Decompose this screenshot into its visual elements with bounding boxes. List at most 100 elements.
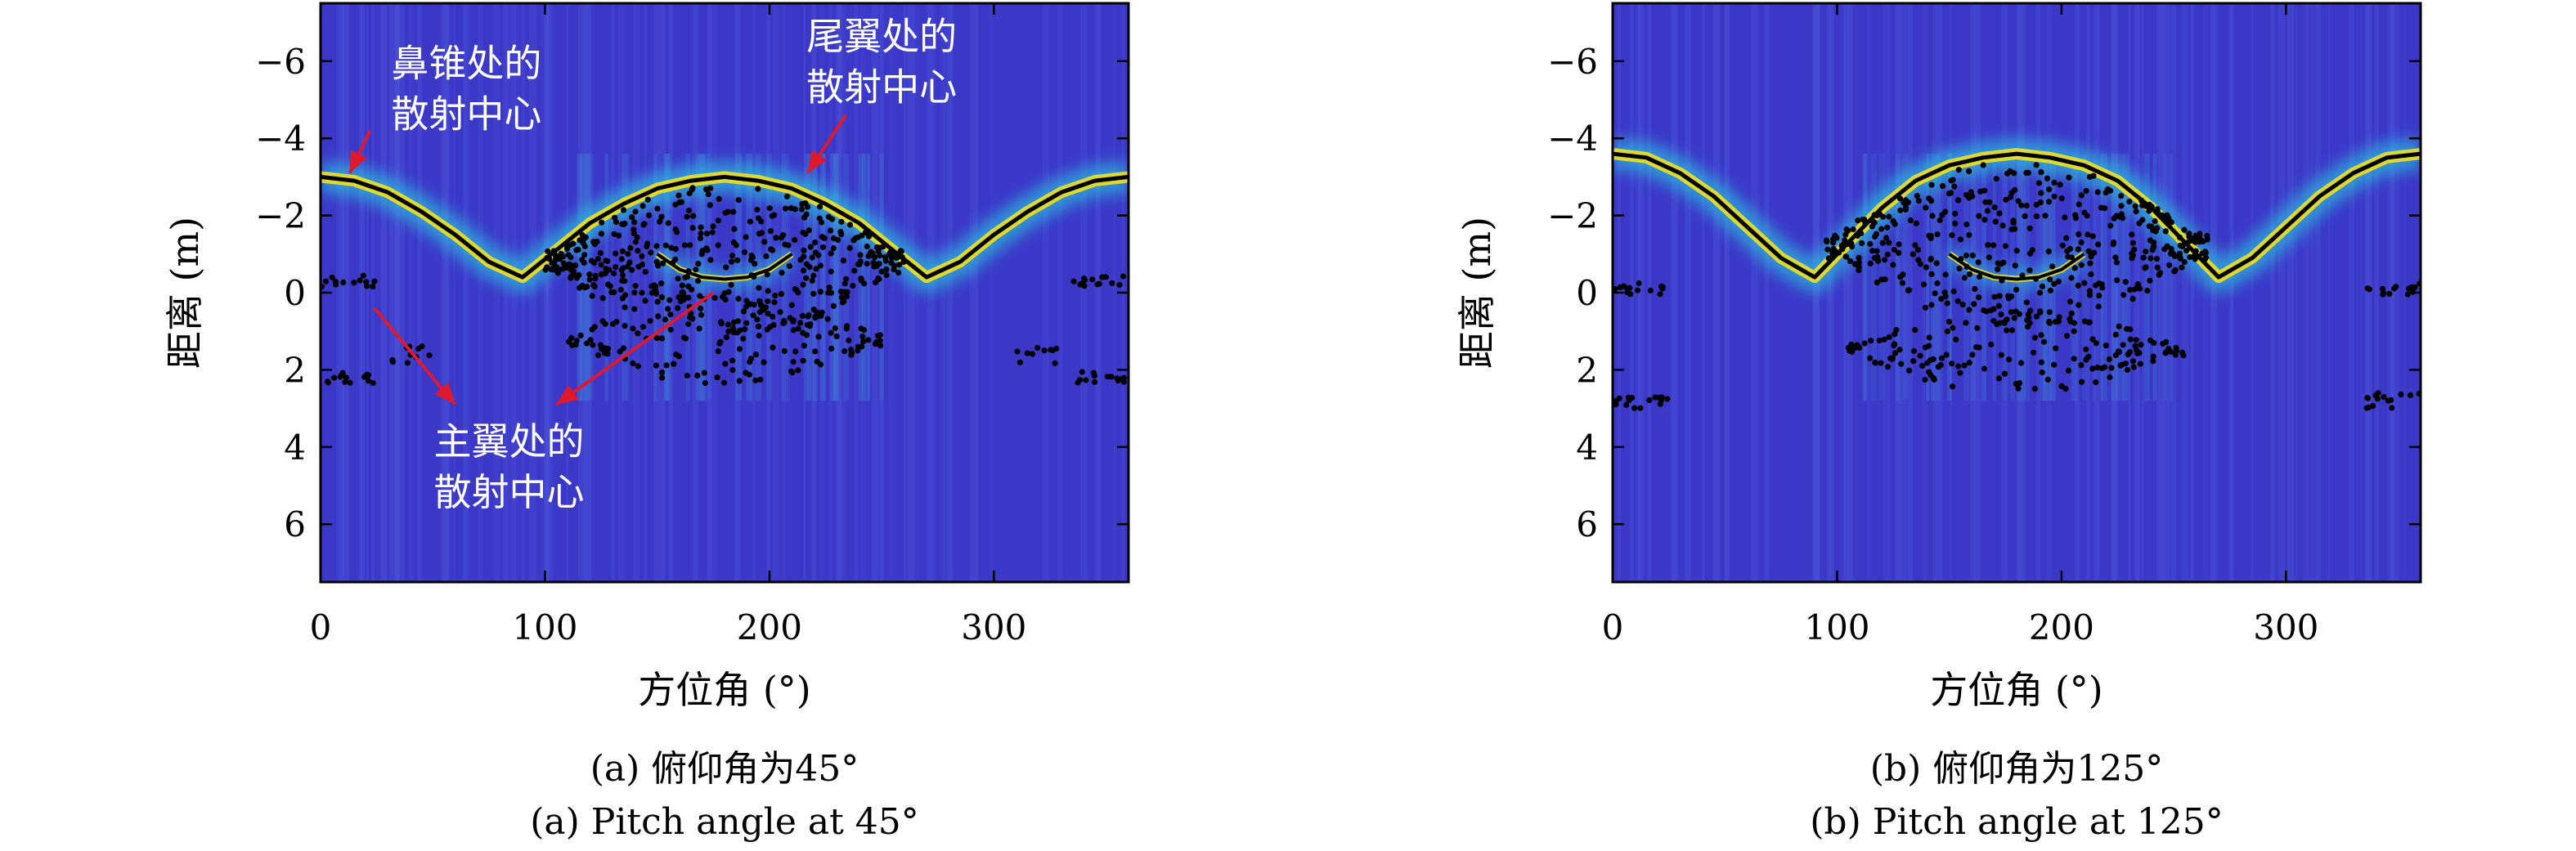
scatter-point bbox=[629, 266, 635, 273]
scatter-point bbox=[725, 321, 732, 328]
scatter-point bbox=[2018, 202, 2025, 208]
scatter-point bbox=[868, 249, 874, 255]
scatter-point bbox=[584, 284, 590, 290]
scatter-point bbox=[1966, 360, 1972, 366]
scatter-point bbox=[2116, 348, 2122, 355]
y-tick-label: 0 bbox=[1576, 273, 1598, 313]
heatmap-stripe bbox=[1842, 3, 1850, 582]
scatter-point bbox=[812, 348, 819, 355]
scatter-point bbox=[635, 263, 642, 270]
scatter-point bbox=[666, 297, 673, 303]
scatter-point bbox=[1109, 280, 1115, 286]
scatter-point bbox=[688, 310, 694, 317]
scatter-point bbox=[2010, 217, 2017, 224]
scatter-point bbox=[2091, 249, 2098, 256]
scatter-point bbox=[625, 250, 631, 258]
scatter-point bbox=[2005, 295, 2012, 302]
scatter-point bbox=[2101, 364, 2108, 370]
scatter-point bbox=[2086, 292, 2093, 298]
scatter-point bbox=[665, 220, 671, 226]
scatter-point bbox=[2057, 181, 2063, 188]
scatter-point bbox=[1955, 167, 1962, 173]
scatter-point bbox=[1075, 379, 1081, 386]
scatter-point bbox=[2075, 282, 2081, 289]
scatter-point bbox=[2023, 202, 2030, 209]
scatter-point bbox=[1963, 320, 1969, 326]
scatter-point bbox=[2087, 260, 2094, 266]
scatter-point bbox=[809, 254, 815, 261]
y-tick-label: 0 bbox=[284, 273, 306, 313]
scatter-point bbox=[865, 233, 873, 240]
caption-english: (a) Pitch angle at 45° bbox=[530, 801, 919, 843]
scatter-point bbox=[404, 360, 411, 366]
scatter-point bbox=[2151, 240, 2157, 246]
scatter-point bbox=[2008, 327, 2016, 334]
scatter-point bbox=[1914, 193, 1920, 199]
scatter-point bbox=[552, 257, 559, 263]
heatmap-stripe bbox=[2231, 3, 2234, 582]
scatter-point bbox=[1842, 231, 1849, 238]
scatter-point bbox=[2076, 231, 2082, 238]
scatter-point bbox=[370, 380, 376, 387]
scatter-point bbox=[798, 206, 806, 213]
scatter-point bbox=[2022, 213, 2028, 219]
heatmap-stripe bbox=[1764, 3, 1770, 582]
heatmap-stripe bbox=[2156, 3, 2161, 582]
scatter-point bbox=[1629, 395, 1636, 401]
scatter-point bbox=[832, 325, 838, 332]
scatter-point bbox=[1976, 213, 1982, 219]
scatter-point bbox=[2046, 186, 2053, 193]
scatter-point bbox=[824, 316, 831, 322]
annotation-arrow-head bbox=[349, 150, 367, 173]
scatter-point bbox=[684, 213, 690, 220]
heatmap-stripe bbox=[1751, 3, 1757, 582]
scatter-point bbox=[640, 222, 647, 228]
scatter-point bbox=[590, 282, 597, 289]
scatter-point bbox=[389, 356, 396, 364]
heatmap-stripe bbox=[366, 3, 369, 582]
scatter-point bbox=[756, 333, 762, 339]
scatter-point bbox=[577, 332, 584, 338]
scatter-point bbox=[2131, 246, 2138, 253]
scatter-point bbox=[620, 272, 626, 279]
heatmap-stripe bbox=[566, 3, 569, 582]
scatter-point bbox=[865, 337, 872, 343]
scatter-point bbox=[351, 280, 357, 286]
scatter-point bbox=[2065, 253, 2071, 260]
scatter-point bbox=[579, 257, 586, 263]
scatter-point bbox=[1876, 338, 1883, 344]
scatter-point bbox=[632, 283, 639, 289]
heatmap-stripe bbox=[1973, 3, 1981, 582]
scatter-point bbox=[1120, 374, 1127, 381]
scatter-point bbox=[1928, 271, 1935, 277]
scatter-point bbox=[805, 313, 811, 320]
heatmap-stripe bbox=[625, 154, 630, 401]
scatter-point bbox=[1972, 285, 1978, 293]
heatmap-stripe bbox=[408, 3, 415, 582]
scatter-point bbox=[846, 337, 852, 343]
scatter-point bbox=[2366, 286, 2372, 293]
scatter-point bbox=[1992, 218, 1999, 225]
heatmap-stripe bbox=[854, 3, 859, 582]
heatmap-stripe bbox=[2125, 154, 2129, 401]
scatter-point bbox=[896, 262, 903, 268]
scatter-point bbox=[363, 279, 370, 285]
heatmap-stripe bbox=[2104, 154, 2107, 401]
scatter-point bbox=[2055, 278, 2062, 284]
scatter-point bbox=[767, 246, 774, 253]
annotation-arrow-head bbox=[807, 150, 828, 173]
scatter-point bbox=[716, 195, 722, 202]
scatter-point bbox=[2051, 280, 2058, 287]
scatter-point bbox=[1996, 293, 2003, 299]
scatter-point bbox=[2138, 342, 2144, 348]
scatter-point bbox=[2112, 331, 2119, 338]
scatter-point bbox=[851, 267, 858, 274]
scatter-point bbox=[2000, 259, 2007, 266]
annotation-text: 尾翼处的 bbox=[806, 15, 957, 59]
scatter-point bbox=[730, 239, 738, 245]
scatter-point bbox=[2154, 264, 2161, 271]
scatter-point bbox=[586, 271, 593, 278]
scatter-point bbox=[2013, 248, 2020, 254]
heatmap-stripe bbox=[1883, 3, 1891, 582]
heatmap-stripe bbox=[2076, 3, 2080, 582]
